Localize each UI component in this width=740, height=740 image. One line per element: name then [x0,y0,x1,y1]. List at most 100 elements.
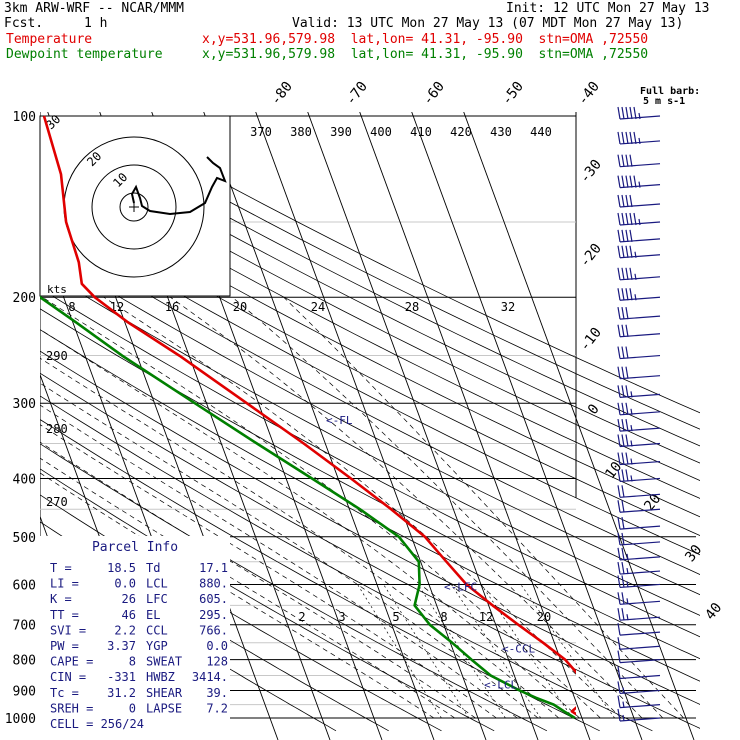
wind-barb-shaft [619,296,661,301]
wind-barb-flag [621,307,625,320]
wind-barb-flag [617,434,621,447]
wind-barb-flag [617,666,621,679]
wind-barb-half [630,440,633,447]
wind-barb-flag [617,175,621,188]
moist-adiabat [103,296,622,719]
dry-adiabat [101,115,700,414]
wind-barb [617,267,661,281]
dry-adiabat [40,268,700,616]
wind-barb-shaft [619,203,661,208]
parcel-field-value: 880. [199,577,228,591]
wind-barb-shaft [619,254,661,259]
wind-barb-flag [617,681,621,694]
wind-barb [617,695,661,709]
wind-barb-shaft [619,583,661,589]
wind-barb-flag [617,561,621,575]
wind-barb-half [630,425,633,432]
wind-barb-flag [625,175,629,188]
parcel-field-label: SWEAT [146,655,182,669]
wind-barb [617,434,661,448]
wind-barb-flag [621,469,625,482]
wind-barb-half [622,701,625,708]
isotherm-label: 30 [682,542,705,565]
dry-adiabat [40,194,700,537]
wind-barb-flag [617,106,621,120]
theta-label: 440 [530,125,552,139]
wind-barb-flag [617,623,621,636]
wind-barb [617,106,661,120]
wind-barb-shaft [619,393,661,398]
isotherm-line [0,112,18,740]
dry-adiabat [40,395,653,732]
parcel-field-label: PW = [50,639,79,653]
theta-label: 390 [330,125,352,139]
parcel-field-value: 295. [199,608,228,622]
wind-barb-flag [621,366,625,379]
wind-barb [617,666,661,680]
dry-adiabat [40,176,700,518]
level-marker-label: <-FL [326,414,353,427]
parcel-field-label: Tc = [50,686,79,700]
wind-barb [617,245,661,259]
parcel-field-value: 3.37 [107,639,136,653]
isotherm-line [359,112,591,740]
wind-barb-shaft [619,276,661,281]
wind-barb-flag [621,288,625,301]
wind-barb-flag [621,532,625,546]
wind-barb-flag [617,288,621,301]
mixing-ratio-label: 5 [392,610,399,624]
wind-barb-flag [621,434,625,447]
wind-barb-flag [621,194,625,208]
wind-barb-flag [621,402,625,415]
wind-barb [617,708,661,722]
wind-barb-half [626,581,629,588]
valid-time: Valid: 13 UTC Mon 27 May 13 (07 MDT Mon … [292,16,684,31]
wind-barb-flag [621,592,625,605]
wind-barb [617,288,661,301]
hodograph-ring [119,192,149,222]
wind-barb-flag [617,324,621,337]
parcel-field-label: SVI = [50,623,86,637]
speed-tick-label: 16 [165,300,179,314]
wind-barb [617,212,661,226]
wind-barb [617,469,661,483]
temperature-location: x,y=531.96,579.98 lat,lon= 41.31, -95.90… [202,32,649,47]
wind-barb-shaft [619,616,661,621]
speed-tick-label: 24 [311,300,325,314]
isotherm-label: -20 [577,241,605,271]
wind-barb-half [638,112,641,120]
wind-barb-flag [625,288,629,301]
wind-barb-flag [625,131,629,145]
wind-barb-flag [617,402,621,415]
moist-adiabat [40,424,497,719]
wind-barb [617,307,661,320]
wind-barb-shaft [619,163,661,168]
wind-barb [617,131,661,145]
wind-barb-flag [617,637,621,650]
wind-barb-flag [633,131,637,145]
dry-adiabat [40,350,700,705]
hodograph-trace [130,156,227,216]
wind-barb-shaft [619,556,661,561]
wind-barb-flag [617,346,621,359]
wind-barb-half [626,567,629,575]
dewpoint-legend-label: Dewpoint temperature [6,47,163,62]
wind-barb-flag [621,547,625,560]
wind-barb-flag [617,307,621,320]
speed-tick-label: 12 [110,300,124,314]
parcel-field-value: 17.1 [199,561,228,575]
forecast-label: Fcst. [4,16,44,31]
temperature-profile [42,115,576,716]
wind-barb-flag [629,245,633,258]
parcel-field-label: K = [50,592,72,606]
theta-label: 420 [450,125,472,139]
wind-barb [617,547,661,561]
wind-barb-flag [633,106,637,120]
pressure-tick-label: 900 [13,684,36,699]
wind-barb-flag [625,229,629,242]
pressure-tick-label: 200 [13,291,36,306]
wind-barb-shaft [619,674,661,680]
wind-barb-flag [617,532,621,546]
wind-barb-shaft [619,689,661,695]
wind-barb-flag [625,434,629,447]
